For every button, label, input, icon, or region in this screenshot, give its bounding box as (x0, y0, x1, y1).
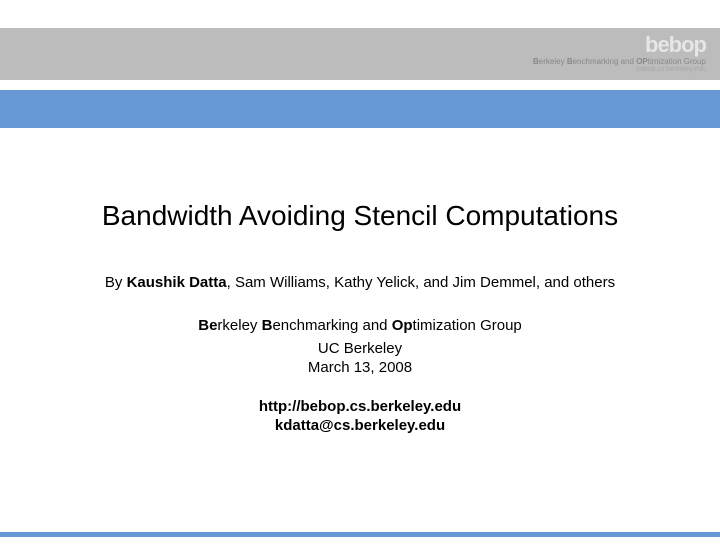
header-blue-bar (0, 90, 720, 128)
coauthors: , Sam Williams, Kathy Yelick, and Jim De… (227, 274, 615, 291)
contact-email: kdatta@cs.berkeley.edu (70, 417, 650, 434)
date: March 13, 2008 (70, 359, 650, 376)
by-prefix: By (105, 274, 127, 291)
logo-subtitle: Berkeley Benchmarking and OPtimization G… (533, 57, 706, 66)
logo-url: bebop.cs.berkeley.edu (533, 66, 706, 73)
footer-blue-bar (0, 532, 720, 537)
project-url: http://bebop.cs.berkeley.edu (70, 398, 650, 415)
slide-content: Bandwidth Avoiding Stencil Computations … (0, 200, 720, 434)
group-name: Berkeley Benchmarking and Optimization G… (70, 315, 650, 338)
authors-line: By Kaushik Datta, Sam Williams, Kathy Ye… (70, 272, 650, 293)
header-grey-bar: bebop Berkeley Benchmarking and OPtimiza… (0, 28, 720, 80)
slide-title: Bandwidth Avoiding Stencil Computations (70, 200, 650, 232)
logo-block: bebop Berkeley Benchmarking and OPtimiza… (533, 35, 706, 74)
logo-text: bebop (533, 35, 706, 56)
institution: UC Berkeley (70, 340, 650, 357)
main-author: Kaushik Datta (127, 274, 227, 291)
